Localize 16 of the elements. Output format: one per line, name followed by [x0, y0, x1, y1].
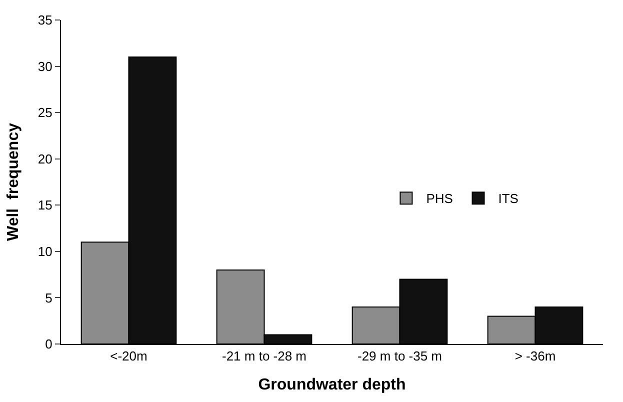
y-tick-label: 20: [38, 151, 52, 166]
y-tick-label: 10: [38, 244, 52, 259]
y-tick-label: 15: [38, 198, 52, 213]
y-axis-title: Well frequency: [4, 122, 22, 241]
x-tick-label: -21 m to -28 m: [222, 348, 307, 364]
y-tick-label: 30: [38, 58, 52, 74]
x-tick-label: <-20m: [110, 348, 148, 364]
y-tick-label: 5: [45, 290, 52, 306]
x-axis-title: Groundwater depth: [258, 376, 406, 394]
y-tick-label: 25: [38, 105, 52, 120]
legend-label: PHS: [426, 191, 454, 206]
y-tick-label: 35: [38, 12, 52, 28]
x-tick-label: > -36m: [514, 348, 556, 364]
y-tick-label: 0: [45, 336, 52, 352]
legend-label: ITS: [498, 191, 519, 206]
x-tick-label: -29 m to -35 m: [357, 348, 442, 364]
